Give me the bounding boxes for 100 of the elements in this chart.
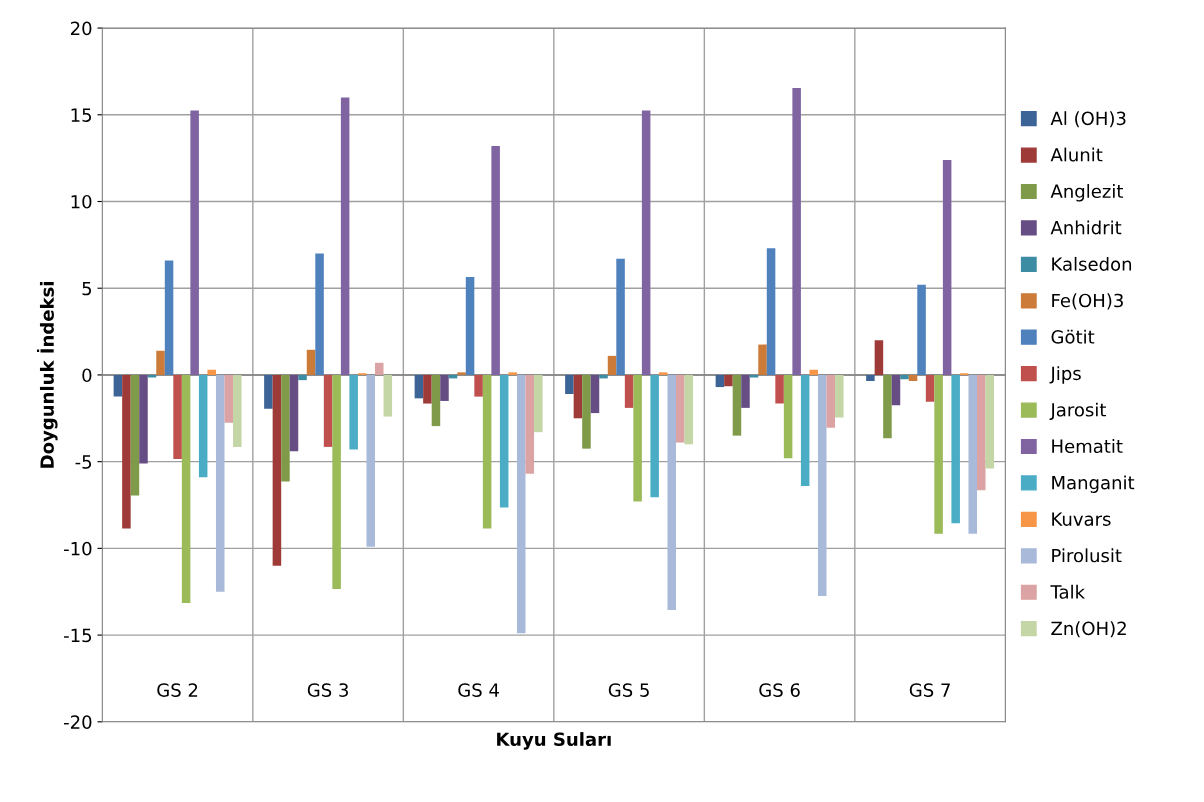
legend-label: Kalsedon bbox=[1052, 256, 1132, 271]
bar bbox=[198, 374, 208, 478]
bar bbox=[122, 374, 131, 529]
y-tick-label: -5 bbox=[75, 455, 92, 469]
y-tick-label: 10 bbox=[71, 194, 92, 209]
legend-label: Fe(OH)3 bbox=[1052, 293, 1123, 310]
bar bbox=[917, 284, 926, 375]
bar bbox=[499, 374, 509, 508]
bar bbox=[349, 374, 358, 450]
bar bbox=[482, 374, 492, 529]
x-tick-label: GS 4 bbox=[458, 683, 499, 697]
bar bbox=[658, 372, 668, 375]
bar bbox=[440, 374, 449, 401]
bar bbox=[590, 374, 600, 414]
bar bbox=[465, 276, 475, 375]
x-tick-label: GS 3 bbox=[307, 683, 348, 697]
x-tick-label: GS 7 bbox=[909, 683, 950, 697]
bar bbox=[508, 372, 517, 375]
bar bbox=[783, 374, 793, 459]
legend-label: Talk bbox=[1050, 584, 1086, 599]
bar bbox=[800, 374, 810, 486]
bar bbox=[792, 87, 801, 375]
bar bbox=[607, 355, 617, 375]
bar bbox=[215, 374, 225, 592]
legend-label: Anhidrit bbox=[1050, 220, 1122, 235]
bar bbox=[281, 374, 290, 482]
bar bbox=[977, 374, 986, 491]
bar bbox=[883, 374, 892, 439]
bar bbox=[641, 110, 651, 375]
bar bbox=[289, 374, 299, 452]
bar bbox=[414, 374, 424, 399]
bar bbox=[224, 374, 234, 423]
bar bbox=[565, 374, 574, 395]
legend-label: Manganit bbox=[1052, 475, 1135, 493]
bar bbox=[431, 374, 441, 427]
bar bbox=[323, 374, 333, 447]
bar bbox=[624, 374, 634, 408]
bar bbox=[181, 374, 191, 603]
bar bbox=[375, 362, 384, 375]
bar bbox=[423, 374, 432, 404]
bar bbox=[306, 349, 316, 375]
legend-label: Al (OH)3 bbox=[1050, 111, 1126, 128]
bar bbox=[366, 374, 375, 547]
bar bbox=[724, 374, 733, 387]
bar bbox=[332, 374, 341, 590]
bar bbox=[147, 374, 157, 378]
bar bbox=[190, 110, 199, 375]
bar bbox=[491, 146, 500, 375]
legend-label: Pirolusit bbox=[1052, 548, 1122, 563]
bar bbox=[874, 340, 884, 375]
legend-label: Alunit bbox=[1050, 147, 1103, 162]
legend-label: Anglezit bbox=[1050, 184, 1123, 202]
y-tick-label: -20 bbox=[64, 715, 92, 729]
y-tick-label: 15 bbox=[71, 108, 92, 122]
bar bbox=[951, 374, 960, 524]
bar bbox=[599, 374, 608, 379]
x-tick-label: GS 6 bbox=[759, 683, 800, 697]
bar bbox=[715, 374, 725, 388]
bar bbox=[573, 374, 583, 419]
bar bbox=[835, 374, 844, 418]
bar bbox=[900, 374, 909, 380]
bar bbox=[474, 374, 483, 397]
bar bbox=[298, 374, 307, 381]
bar bbox=[340, 97, 350, 375]
bar bbox=[516, 374, 526, 634]
bar bbox=[925, 374, 935, 402]
bar bbox=[891, 374, 901, 406]
bar bbox=[866, 374, 875, 382]
x-tick-label: GS 2 bbox=[157, 683, 198, 697]
bar bbox=[741, 374, 750, 408]
bar bbox=[985, 374, 995, 469]
bar bbox=[616, 258, 625, 375]
bar bbox=[684, 374, 694, 445]
bar bbox=[173, 374, 182, 460]
bar bbox=[908, 374, 918, 382]
bar bbox=[272, 374, 282, 566]
y-tick-label: -15 bbox=[64, 628, 92, 643]
bar bbox=[582, 374, 591, 449]
bar bbox=[233, 374, 242, 447]
bar bbox=[315, 253, 324, 375]
bar bbox=[113, 374, 123, 397]
bar bbox=[676, 374, 685, 443]
legend-label: Zn(OH)2 bbox=[1051, 621, 1126, 638]
legend-label: Hematit bbox=[1052, 439, 1123, 454]
bar bbox=[732, 374, 742, 436]
bar bbox=[968, 374, 977, 534]
x-axis-title: Kuyu Suları bbox=[497, 732, 611, 750]
bar bbox=[383, 374, 393, 417]
bar bbox=[934, 374, 943, 534]
y-tick-label: 5 bbox=[82, 281, 92, 296]
y-tick-label: 0 bbox=[82, 368, 92, 383]
bar bbox=[457, 372, 466, 375]
y-tick-label: -10 bbox=[64, 541, 92, 556]
legend-label: Jips bbox=[1049, 366, 1081, 384]
bar bbox=[650, 374, 659, 498]
legend-label: Jarosit bbox=[1049, 402, 1106, 420]
bar bbox=[264, 374, 273, 409]
bar bbox=[766, 248, 776, 375]
legend-label: Kuvars bbox=[1052, 512, 1111, 526]
bar bbox=[130, 374, 140, 496]
